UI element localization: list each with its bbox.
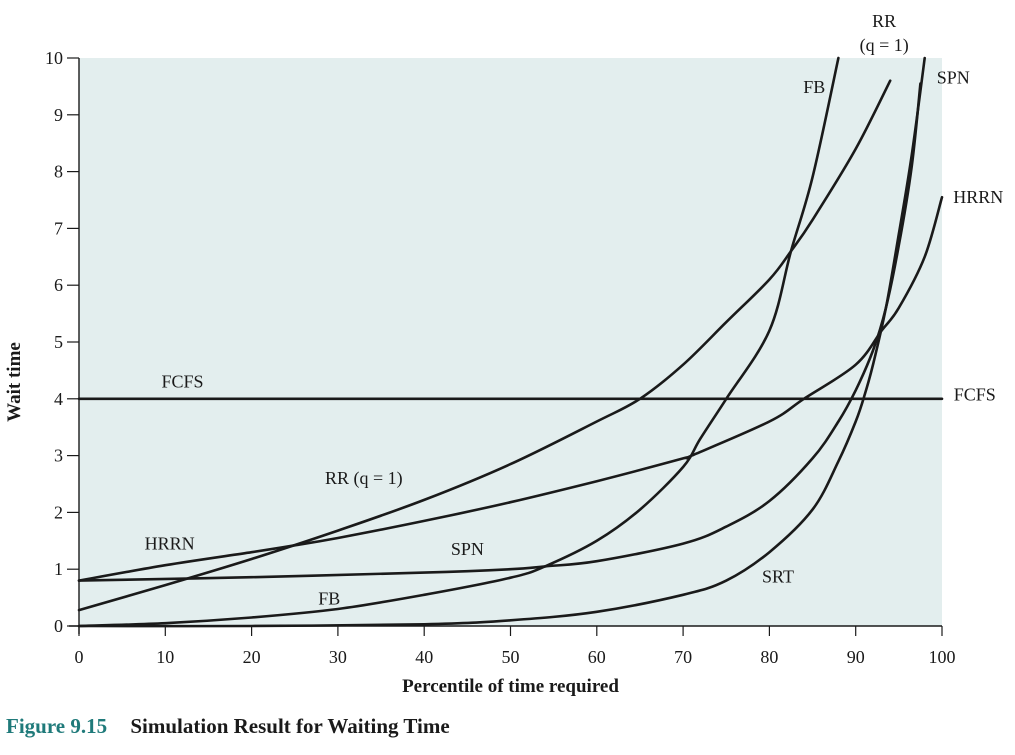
series-label-rr-q-1: RR (q = 1) — [325, 468, 403, 489]
series-label-fcfs: FCFS — [162, 371, 204, 391]
series-line-srt — [77, 56, 926, 628]
x-tick-label: 20 — [243, 647, 261, 667]
x-tick-label: 30 — [329, 647, 347, 667]
x-tick-label: 0 — [75, 647, 84, 667]
x-tick-label: 80 — [760, 647, 778, 667]
figure-number: Figure 9.15 — [6, 714, 108, 738]
x-tick-label: 100 — [929, 647, 956, 667]
series-label-fb: FB — [803, 77, 825, 97]
x-tick-label: 60 — [588, 647, 606, 667]
series-label-fb: FB — [318, 588, 340, 608]
x-tick-label: 70 — [674, 647, 692, 667]
series-label-hrrn: HRRN — [953, 187, 1003, 207]
y-tick-label: 4 — [54, 389, 63, 409]
y-tick-label: 5 — [54, 332, 63, 352]
y-tick-label: 6 — [54, 275, 63, 295]
series-lines — [77, 56, 944, 628]
y-tick-label: 1 — [54, 559, 63, 579]
series-label-fcfs: FCFS — [954, 385, 996, 405]
y-tick-label: 10 — [45, 48, 63, 68]
x-tick-label: 50 — [502, 647, 520, 667]
y-tick-label: 0 — [54, 616, 63, 636]
series-label-hrrn: HRRN — [145, 533, 195, 553]
y-tick-label: 3 — [54, 446, 63, 466]
x-tick-label: 90 — [847, 647, 865, 667]
x-axis-title: Percentile of time required — [402, 676, 619, 697]
y-tick-label: 9 — [54, 105, 63, 125]
series-line-rr-q-1 — [77, 79, 892, 612]
series-label-spn: SPN — [451, 539, 484, 559]
figure-title: Simulation Result for Waiting Time — [130, 714, 450, 738]
series-labels: FCFS FCFS RR (q = 1) RR (q = 1) HRRN HRRN SPN SP… — [145, 11, 1004, 609]
y-tick-label: 8 — [54, 162, 63, 182]
series-label-q-1: (q = 1) — [860, 35, 909, 56]
plot-area — [79, 58, 942, 626]
y-axis-title: Wait time — [4, 342, 25, 422]
x-tick-label: 40 — [415, 647, 433, 667]
series-label-rr: RR — [872, 11, 896, 31]
series-label-spn: SPN — [937, 68, 970, 88]
y-tick-label: 2 — [54, 502, 63, 522]
series-line-fb — [77, 56, 840, 628]
figure-caption: Figure 9.15 Simulation Result for Waitin… — [6, 714, 450, 739]
x-tick-label: 10 — [156, 647, 174, 667]
series-label-srt: SRT — [762, 566, 794, 586]
y-tick-label: 7 — [54, 218, 63, 238]
